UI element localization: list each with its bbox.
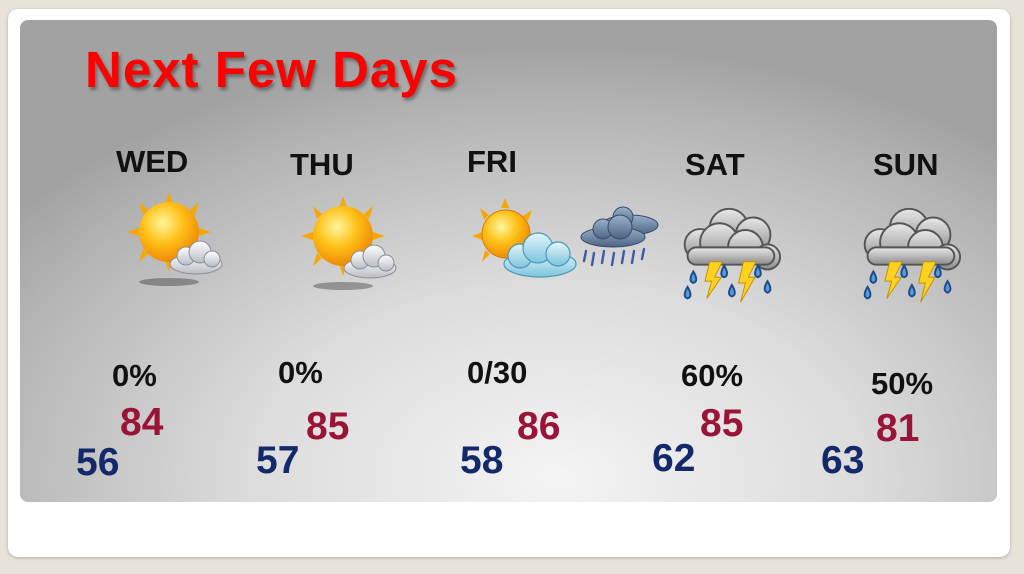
- precip-chance-fri: 0/30: [467, 355, 528, 390]
- thunderstorm-icon: [856, 203, 962, 311]
- day-label-sat: SAT: [685, 147, 745, 182]
- precip-chance-thu: 0%: [278, 355, 323, 390]
- high-temp-fri: 86: [517, 405, 561, 448]
- high-temp-sat: 85: [700, 402, 744, 445]
- high-temp-thu: 85: [306, 405, 350, 448]
- sun-with-cloud-icon: [124, 190, 224, 290]
- rain-cloud-icon: [580, 206, 659, 267]
- day-label-sun: SUN: [873, 147, 939, 182]
- sun-with-cloud-icon: [298, 194, 398, 294]
- precip-chance-sun: 50%: [871, 366, 934, 401]
- day-label-wed: WED: [116, 144, 189, 179]
- day-label-thu: THU: [290, 147, 354, 182]
- precip-chance-wed: 0%: [112, 358, 157, 393]
- thunderstorm-icon: [676, 203, 782, 311]
- low-temp-thu: 57: [256, 439, 300, 482]
- low-temp-sat: 62: [652, 437, 696, 480]
- low-temp-fri: 58: [460, 439, 504, 482]
- high-temp-sun: 81: [876, 407, 920, 450]
- day-label-fri: FRI: [467, 144, 517, 179]
- low-temp-wed: 56: [76, 441, 120, 484]
- low-temp-sun: 63: [821, 439, 865, 482]
- partly-cloudy-icon: [472, 198, 577, 278]
- precip-chance-sat: 60%: [681, 358, 744, 393]
- high-temp-wed: 84: [120, 401, 164, 444]
- slide-title: Next Few Days: [85, 41, 458, 98]
